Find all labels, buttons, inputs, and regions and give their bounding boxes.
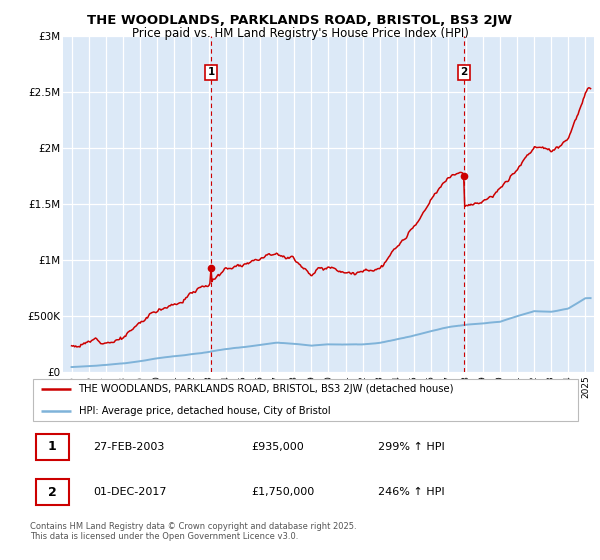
Text: 2: 2 (48, 486, 56, 498)
Text: 27-FEB-2003: 27-FEB-2003 (94, 442, 165, 452)
Text: THE WOODLANDS, PARKLANDS ROAD, BRISTOL, BS3 2JW (detached house): THE WOODLANDS, PARKLANDS ROAD, BRISTOL, … (79, 384, 454, 394)
Text: 299% ↑ HPI: 299% ↑ HPI (378, 442, 445, 452)
Text: 2: 2 (461, 67, 468, 77)
Text: £1,750,000: £1,750,000 (251, 487, 314, 497)
Text: THE WOODLANDS, PARKLANDS ROAD, BRISTOL, BS3 2JW: THE WOODLANDS, PARKLANDS ROAD, BRISTOL, … (88, 14, 512, 27)
Text: 1: 1 (208, 67, 215, 77)
Text: £935,000: £935,000 (251, 442, 304, 452)
Text: Contains HM Land Registry data © Crown copyright and database right 2025.
This d: Contains HM Land Registry data © Crown c… (30, 522, 356, 542)
Text: 01-DEC-2017: 01-DEC-2017 (94, 487, 167, 497)
FancyBboxPatch shape (35, 479, 68, 505)
Text: 1: 1 (48, 440, 56, 454)
FancyBboxPatch shape (35, 434, 68, 460)
Text: 246% ↑ HPI: 246% ↑ HPI (378, 487, 445, 497)
FancyBboxPatch shape (33, 379, 578, 421)
Text: Price paid vs. HM Land Registry's House Price Index (HPI): Price paid vs. HM Land Registry's House … (131, 27, 469, 40)
Text: HPI: Average price, detached house, City of Bristol: HPI: Average price, detached house, City… (79, 407, 330, 416)
